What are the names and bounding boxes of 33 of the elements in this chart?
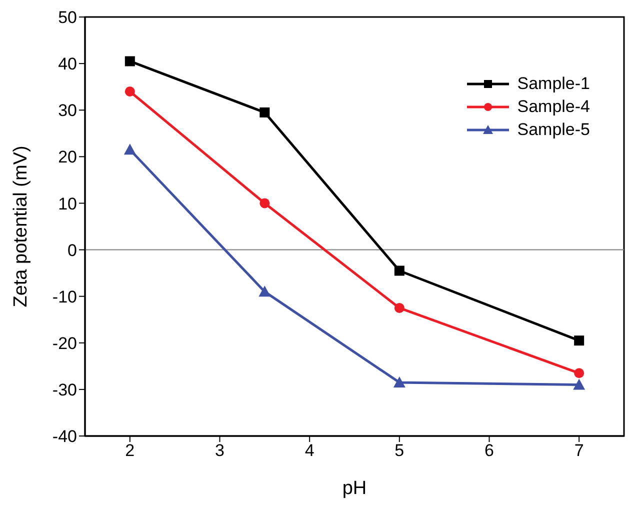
y-tick-label: -20 <box>52 334 77 353</box>
point <box>573 378 586 390</box>
y-tick-label: 0 <box>68 240 77 260</box>
x-tick-label: 3 <box>215 441 224 460</box>
y-tick-label: 20 <box>58 148 77 167</box>
y-tick-label: 50 <box>58 8 77 28</box>
y-tick-label: -40 <box>52 427 77 446</box>
y-tick-label: 40 <box>58 54 77 74</box>
y-tick-label: 30 <box>58 101 77 120</box>
x-tick-label: 2 <box>125 441 135 460</box>
point <box>260 198 270 208</box>
y-tick-label: -30 <box>52 380 77 400</box>
point <box>574 368 584 378</box>
point <box>574 336 584 346</box>
x-tick-label: 5 <box>394 441 404 460</box>
point <box>394 302 404 313</box>
point <box>124 86 135 96</box>
x-tick-label: 4 <box>304 441 314 460</box>
x-tick-label: 7 <box>574 441 584 460</box>
y-tick-label: 10 <box>58 194 77 214</box>
point <box>394 266 404 276</box>
legend-label: Sample-1 <box>517 73 590 95</box>
point <box>124 56 135 66</box>
legend-label: Sample-5 <box>517 119 590 141</box>
point <box>258 286 271 297</box>
point <box>124 144 136 155</box>
x-axis-title: pH <box>342 478 367 499</box>
legend-label: Sample-4 <box>517 96 590 118</box>
x-tick-label: 6 <box>484 441 494 460</box>
y-axis-title: Zeta potential (mV) <box>10 146 32 308</box>
y-tick-label: -10 <box>52 287 77 306</box>
point <box>260 107 270 118</box>
point <box>393 376 406 388</box>
